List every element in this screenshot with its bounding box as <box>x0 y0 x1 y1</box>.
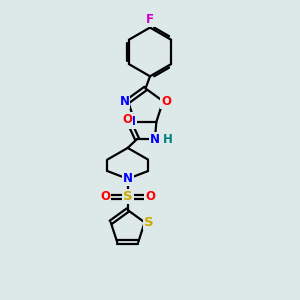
Text: O: O <box>145 190 155 203</box>
Text: O: O <box>161 95 171 108</box>
Text: N: N <box>126 115 136 128</box>
Text: O: O <box>100 190 110 203</box>
Text: H: H <box>162 133 172 146</box>
Text: F: F <box>146 13 154 26</box>
Text: N: N <box>123 172 133 185</box>
Text: N: N <box>119 95 129 108</box>
Text: S: S <box>123 190 133 203</box>
Text: S: S <box>144 216 154 229</box>
Text: N: N <box>150 133 160 146</box>
Text: O: O <box>122 113 133 126</box>
